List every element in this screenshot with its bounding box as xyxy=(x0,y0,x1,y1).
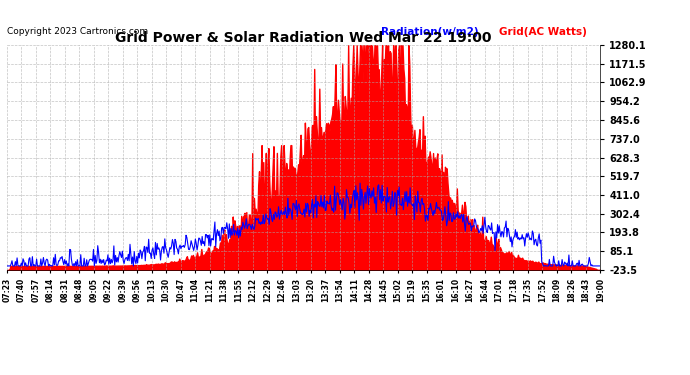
Title: Grid Power & Solar Radiation Wed Mar 22 19:00: Grid Power & Solar Radiation Wed Mar 22 … xyxy=(115,31,492,45)
Text: Copyright 2023 Cartronics.com: Copyright 2023 Cartronics.com xyxy=(7,27,148,36)
Text: Radiation(w/m2): Radiation(w/m2) xyxy=(381,27,478,37)
Text: Grid(AC Watts): Grid(AC Watts) xyxy=(500,27,587,37)
